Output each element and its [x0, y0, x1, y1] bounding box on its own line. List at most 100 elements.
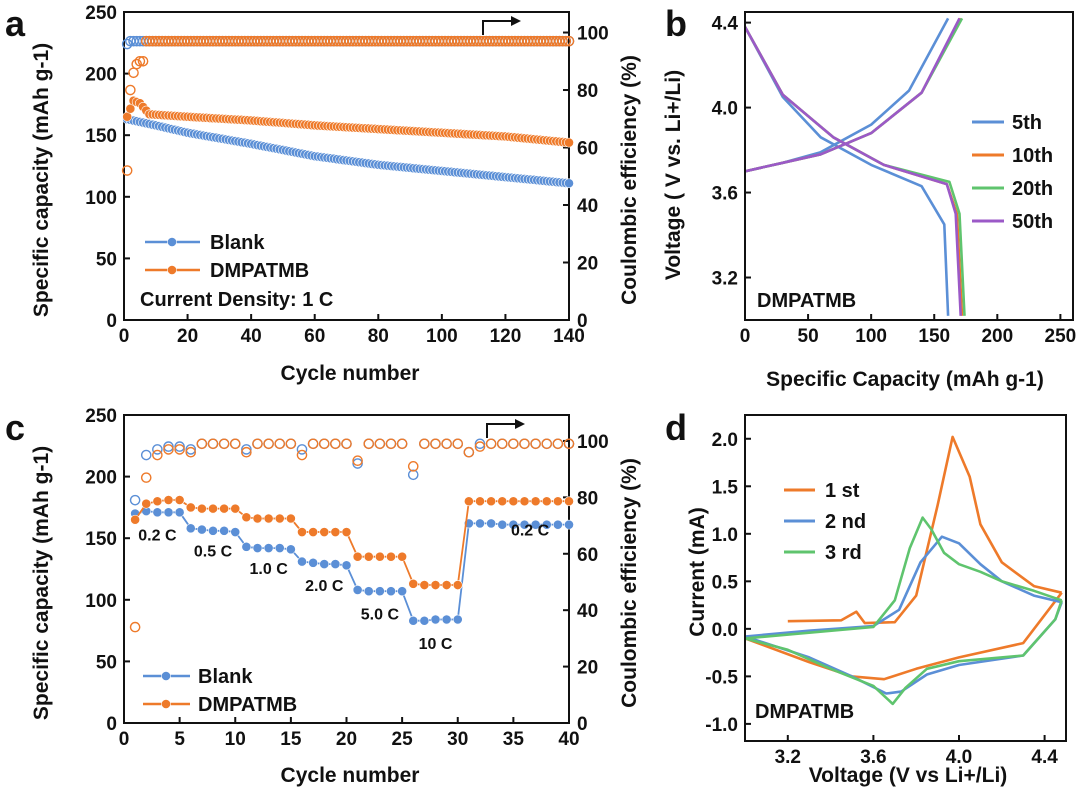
c-xtick-label: 25	[392, 729, 414, 750]
c-capacity-point	[163, 507, 174, 518]
c-capacity-point	[486, 518, 497, 529]
d-ytick-label: 0.0	[712, 620, 738, 641]
b-xtick-label: 200	[981, 326, 1013, 347]
c-efficiency-point	[508, 438, 519, 450]
panel-c: 0 5 10 15 20 25 30 35 40050100150200250020406080…	[85, 406, 608, 750]
a-ytick-right-label: 100	[577, 24, 609, 45]
panel-label-b: b	[665, 3, 687, 44]
a-plot-frame	[123, 11, 570, 321]
c-ytick-right-label: 100	[577, 432, 609, 453]
c-ytick-right-label: 40	[577, 601, 598, 622]
c-capacity-point	[441, 580, 452, 590]
c-capacity-line-DMPATMB	[134, 499, 569, 586]
c-ytick-right-label: 80	[577, 488, 598, 509]
c-capacity-point	[196, 503, 207, 514]
a-efficiency-point	[134, 55, 146, 67]
d-legend-1st: 1 st	[825, 480, 860, 502]
d-ylabel: Current (mA)	[686, 507, 709, 637]
c-ytick-label: 100	[85, 591, 117, 612]
c-efficiency-point	[485, 438, 497, 450]
c-capacity-point	[386, 586, 396, 597]
c-capacity-point	[230, 527, 241, 537]
a-ytick-right-label: 60	[577, 139, 598, 160]
c-efficiency-point	[140, 449, 152, 461]
c-capacity-point	[263, 513, 274, 524]
b-xtick-label: 250	[1045, 326, 1077, 347]
c-efficiency-point	[430, 438, 441, 450]
a-ytick-label: 0	[106, 311, 117, 332]
c-xtick-label: 15	[280, 729, 302, 750]
c-capacity-point	[152, 507, 163, 518]
c-legend-marker	[161, 671, 171, 681]
b-discharge-curve-10th	[745, 26, 964, 316]
c-ylabel: Specific capacity (mAh g-1)	[30, 446, 53, 720]
d-forward-curve-1 st	[787, 435, 1063, 625]
a-efficiency-point	[563, 35, 575, 47]
c-right-axis-arrow	[486, 423, 519, 438]
c-ytick-label: 0	[106, 714, 117, 735]
a-legend-blank: Blank	[210, 232, 265, 254]
a-legend-marker	[167, 265, 177, 275]
c-efficiency-point	[163, 444, 174, 455]
c-efficiency-point	[241, 444, 252, 455]
c-efficiency-point	[519, 438, 530, 450]
c-capacity-point	[441, 614, 452, 625]
c-capacity-point	[430, 614, 441, 625]
c-efficiency-point	[352, 458, 363, 469]
a-ylabel-right: Coulombic efficiency (%)	[618, 55, 641, 305]
c-capacity-point	[408, 578, 419, 589]
c-capacity-point	[519, 519, 530, 530]
c-efficiency-point	[474, 438, 486, 450]
c-capacity-point	[497, 496, 508, 507]
c-capacity-point	[274, 513, 285, 524]
c-rate-label: 1.0 C	[250, 561, 289, 578]
c-efficiency-point	[218, 438, 230, 450]
c-capacity-point	[219, 525, 230, 536]
panel-b: 0 50 100 150 200 250 3.2 3.6 4.0 4.4	[712, 11, 1077, 347]
c-capacity-point	[508, 519, 519, 530]
c-capacity-point	[497, 519, 508, 530]
c-capacity-point	[185, 502, 196, 513]
c-capacity-point	[386, 551, 396, 562]
c-ytick-label: 250	[85, 406, 117, 427]
d-xtick-label: 3.2	[775, 747, 801, 768]
c-capacity-point	[475, 496, 485, 507]
c-capacity-point	[196, 524, 207, 535]
a-ytick-label: 200	[85, 65, 117, 86]
d-ytick-label: 1.5	[712, 477, 739, 498]
c-xtick-label: 10	[225, 729, 246, 750]
c-capacity-point	[130, 514, 141, 525]
b-legend-10th: 10th	[1012, 145, 1053, 167]
c-capacity-point	[564, 496, 574, 507]
a-ylabel: Specific capacity (mAh g-1)	[30, 43, 53, 317]
a-xtick-label: 80	[368, 326, 389, 347]
b-xtick-label: 100	[855, 326, 887, 347]
b-annotation: DMPATMB	[757, 290, 856, 312]
c-efficiency-point	[352, 455, 363, 466]
a-ytick-label: 150	[85, 126, 117, 147]
c-capacity-point	[174, 495, 185, 505]
a-ytick-label: 50	[96, 249, 117, 270]
c-rate-label: 0.2 C	[138, 528, 177, 545]
c-efficiency-point	[474, 441, 486, 452]
c-capacity-point	[508, 496, 519, 507]
b-ytick-label: 4.4	[712, 14, 739, 35]
a-xtick-label: 60	[304, 326, 325, 347]
c-rate-label: 0.2 C	[511, 523, 550, 540]
b-ytick-label: 3.6	[712, 184, 738, 205]
d-curves	[745, 435, 1063, 706]
c-xtick-label: 20	[336, 729, 357, 750]
d-ytick-label: -0.5	[705, 667, 738, 688]
c-capacity-point	[319, 527, 330, 537]
c-capacity-point	[341, 560, 352, 571]
c-efficiency-point	[129, 494, 141, 506]
c-capacity-point	[363, 551, 374, 562]
d-reverse-curve-2 nd	[745, 601, 1063, 695]
c-capacity-point	[374, 551, 385, 562]
c-xtick-label: 0	[119, 729, 130, 750]
c-efficiency-point	[385, 438, 397, 450]
c-capacity-point	[519, 496, 530, 507]
c-xtick-label: 30	[447, 729, 468, 750]
d-xlabel: Voltage (V vs Li+/Li)	[809, 764, 1008, 787]
c-efficiency-point	[563, 438, 575, 450]
